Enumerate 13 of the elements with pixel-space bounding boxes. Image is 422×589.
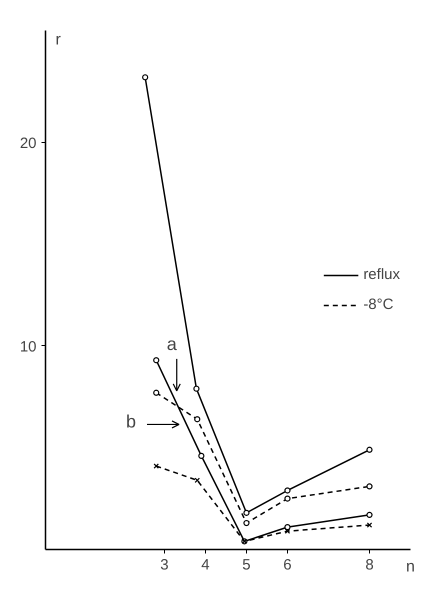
x-tick-label: 6 xyxy=(283,556,292,574)
y-axis-title: r xyxy=(56,32,62,48)
x-tick-label: 4 xyxy=(201,556,210,574)
y-tick-label: 20 xyxy=(20,134,37,152)
x-tick-label: 3 xyxy=(160,556,169,574)
legend-label: reflux xyxy=(363,266,400,283)
x-tick-label: 5 xyxy=(242,556,251,574)
annotation: a xyxy=(166,334,178,354)
y-tick-label: 10 xyxy=(20,338,37,356)
x-tick-label: 8 xyxy=(365,556,374,574)
legend-label: -8°C xyxy=(363,296,394,313)
annotation: b xyxy=(126,411,136,432)
x-axis-title: n xyxy=(406,558,415,576)
